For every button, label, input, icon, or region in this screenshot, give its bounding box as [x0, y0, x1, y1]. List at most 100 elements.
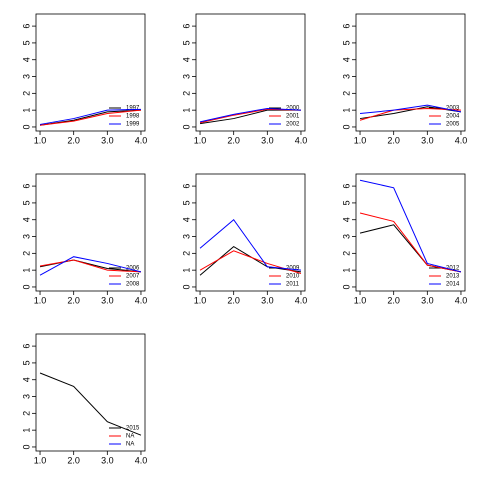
y-tick-label: 6 — [181, 184, 191, 189]
legend-label: 2014 — [446, 282, 460, 288]
x-tick-label: 3.0 — [421, 295, 434, 305]
y-tick-label: 0 — [181, 284, 191, 289]
series-line — [39, 259, 141, 273]
y-tick-label: 5 — [21, 40, 31, 45]
y-tick-label: 3 — [181, 74, 191, 79]
y-tick-label: 1 — [21, 428, 31, 433]
series-line — [359, 179, 462, 273]
y-tick-label: 2 — [21, 411, 31, 416]
x-tick-label: 2.0 — [67, 295, 80, 305]
x-tick-label: 2.0 — [387, 295, 400, 305]
series-line — [39, 372, 142, 436]
series-line — [39, 256, 142, 276]
y-tick-label: 5 — [341, 200, 351, 205]
y-tick-label: 6 — [181, 24, 191, 29]
y-tick-label: 4 — [341, 217, 351, 222]
series-line — [359, 212, 462, 273]
legend-label: 2007 — [126, 274, 140, 280]
x-tick-label: 1.0 — [354, 295, 367, 305]
y-tick-label: 0 — [341, 124, 351, 129]
y-tick-label: 0 — [21, 444, 31, 449]
legend-label: 2015 — [126, 426, 140, 432]
x-tick-label: 3.0 — [101, 295, 114, 305]
series-line — [199, 107, 301, 123]
x-tick-label: 2.0 — [387, 135, 400, 145]
y-tick-label: 4 — [181, 217, 191, 222]
x-tick-label: 1.0 — [194, 135, 207, 145]
y-tick-label: 5 — [181, 200, 191, 205]
x-tick-label: 1.0 — [34, 295, 47, 305]
x-tick-label: 4.0 — [455, 135, 468, 145]
y-tick-label: 4 — [21, 377, 31, 382]
y-tick-label: 5 — [181, 40, 191, 45]
y-tick-label: 1 — [21, 268, 31, 273]
y-tick-label: 6 — [21, 344, 31, 349]
plot-box — [195, 13, 306, 132]
legend-label: 1999 — [126, 122, 140, 128]
y-tick-label: 3 — [181, 234, 191, 239]
y-tick-label: 5 — [21, 360, 31, 365]
y-tick-label: 2 — [341, 91, 351, 96]
y-tick-label: 6 — [21, 184, 31, 189]
x-tick-label: 3.0 — [421, 135, 434, 145]
y-tick-label: 1 — [181, 108, 191, 113]
y-tick-label: 1 — [181, 268, 191, 273]
x-tick-label: 4.0 — [295, 135, 308, 145]
legend-label: 2000 — [286, 106, 300, 112]
y-tick-label: 0 — [181, 124, 191, 129]
y-tick-label: 3 — [21, 234, 31, 239]
x-tick-label: 2.0 — [67, 455, 80, 465]
x-tick-label: 3.0 — [261, 295, 274, 305]
y-tick-label: 1 — [21, 108, 31, 113]
plot-box — [355, 13, 466, 132]
plot-box — [35, 13, 146, 132]
plot-box — [35, 333, 146, 452]
y-tick-label: 2 — [181, 91, 191, 96]
legend-label: 2003 — [446, 106, 460, 112]
legend-label: 2006 — [126, 266, 140, 272]
y-tick-label: 4 — [21, 217, 31, 222]
legend-label: 2010 — [286, 274, 300, 280]
y-tick-label: 3 — [341, 234, 351, 239]
y-tick-label: 5 — [21, 200, 31, 205]
y-tick-label: 0 — [21, 284, 31, 289]
x-tick-label: 3.0 — [101, 135, 114, 145]
x-tick-label: 2.0 — [227, 135, 240, 145]
plot-box — [195, 173, 306, 292]
y-tick-label: 6 — [341, 184, 351, 189]
x-tick-label: 1.0 — [34, 455, 47, 465]
x-tick-label: 4.0 — [295, 295, 308, 305]
x-tick-label: 4.0 — [135, 455, 148, 465]
y-tick-label: 1 — [341, 268, 351, 273]
legend-label: NA — [126, 434, 134, 440]
x-tick-label: 4.0 — [135, 295, 148, 305]
plot-box — [35, 173, 146, 292]
legend-label: NA — [126, 442, 134, 448]
legend-label: 2013 — [446, 274, 460, 280]
legend-label: 2009 — [286, 266, 300, 272]
y-tick-label: 2 — [21, 91, 31, 96]
y-tick-label: 0 — [341, 284, 351, 289]
x-tick-label: 3.0 — [101, 455, 114, 465]
legend-label: 2002 — [286, 122, 300, 128]
x-tick-label: 1.0 — [354, 135, 367, 145]
series-line — [39, 109, 142, 126]
x-tick-label: 2.0 — [67, 135, 80, 145]
y-tick-label: 2 — [21, 251, 31, 256]
series-line — [39, 108, 141, 125]
y-tick-label: 6 — [341, 24, 351, 29]
y-tick-label: 6 — [21, 24, 31, 29]
legend-label: 2001 — [286, 114, 300, 120]
x-tick-label: 4.0 — [135, 135, 148, 145]
y-tick-label: 0 — [21, 124, 31, 129]
legend-label: 2011 — [286, 282, 300, 288]
x-tick-label: 1.0 — [194, 295, 207, 305]
plot-box — [355, 173, 466, 292]
series-line — [359, 104, 462, 115]
y-tick-label: 4 — [181, 57, 191, 62]
y-tick-label: 2 — [181, 251, 191, 256]
series-line — [199, 218, 302, 271]
y-tick-label: 4 — [341, 57, 351, 62]
y-tick-label: 1 — [341, 108, 351, 113]
